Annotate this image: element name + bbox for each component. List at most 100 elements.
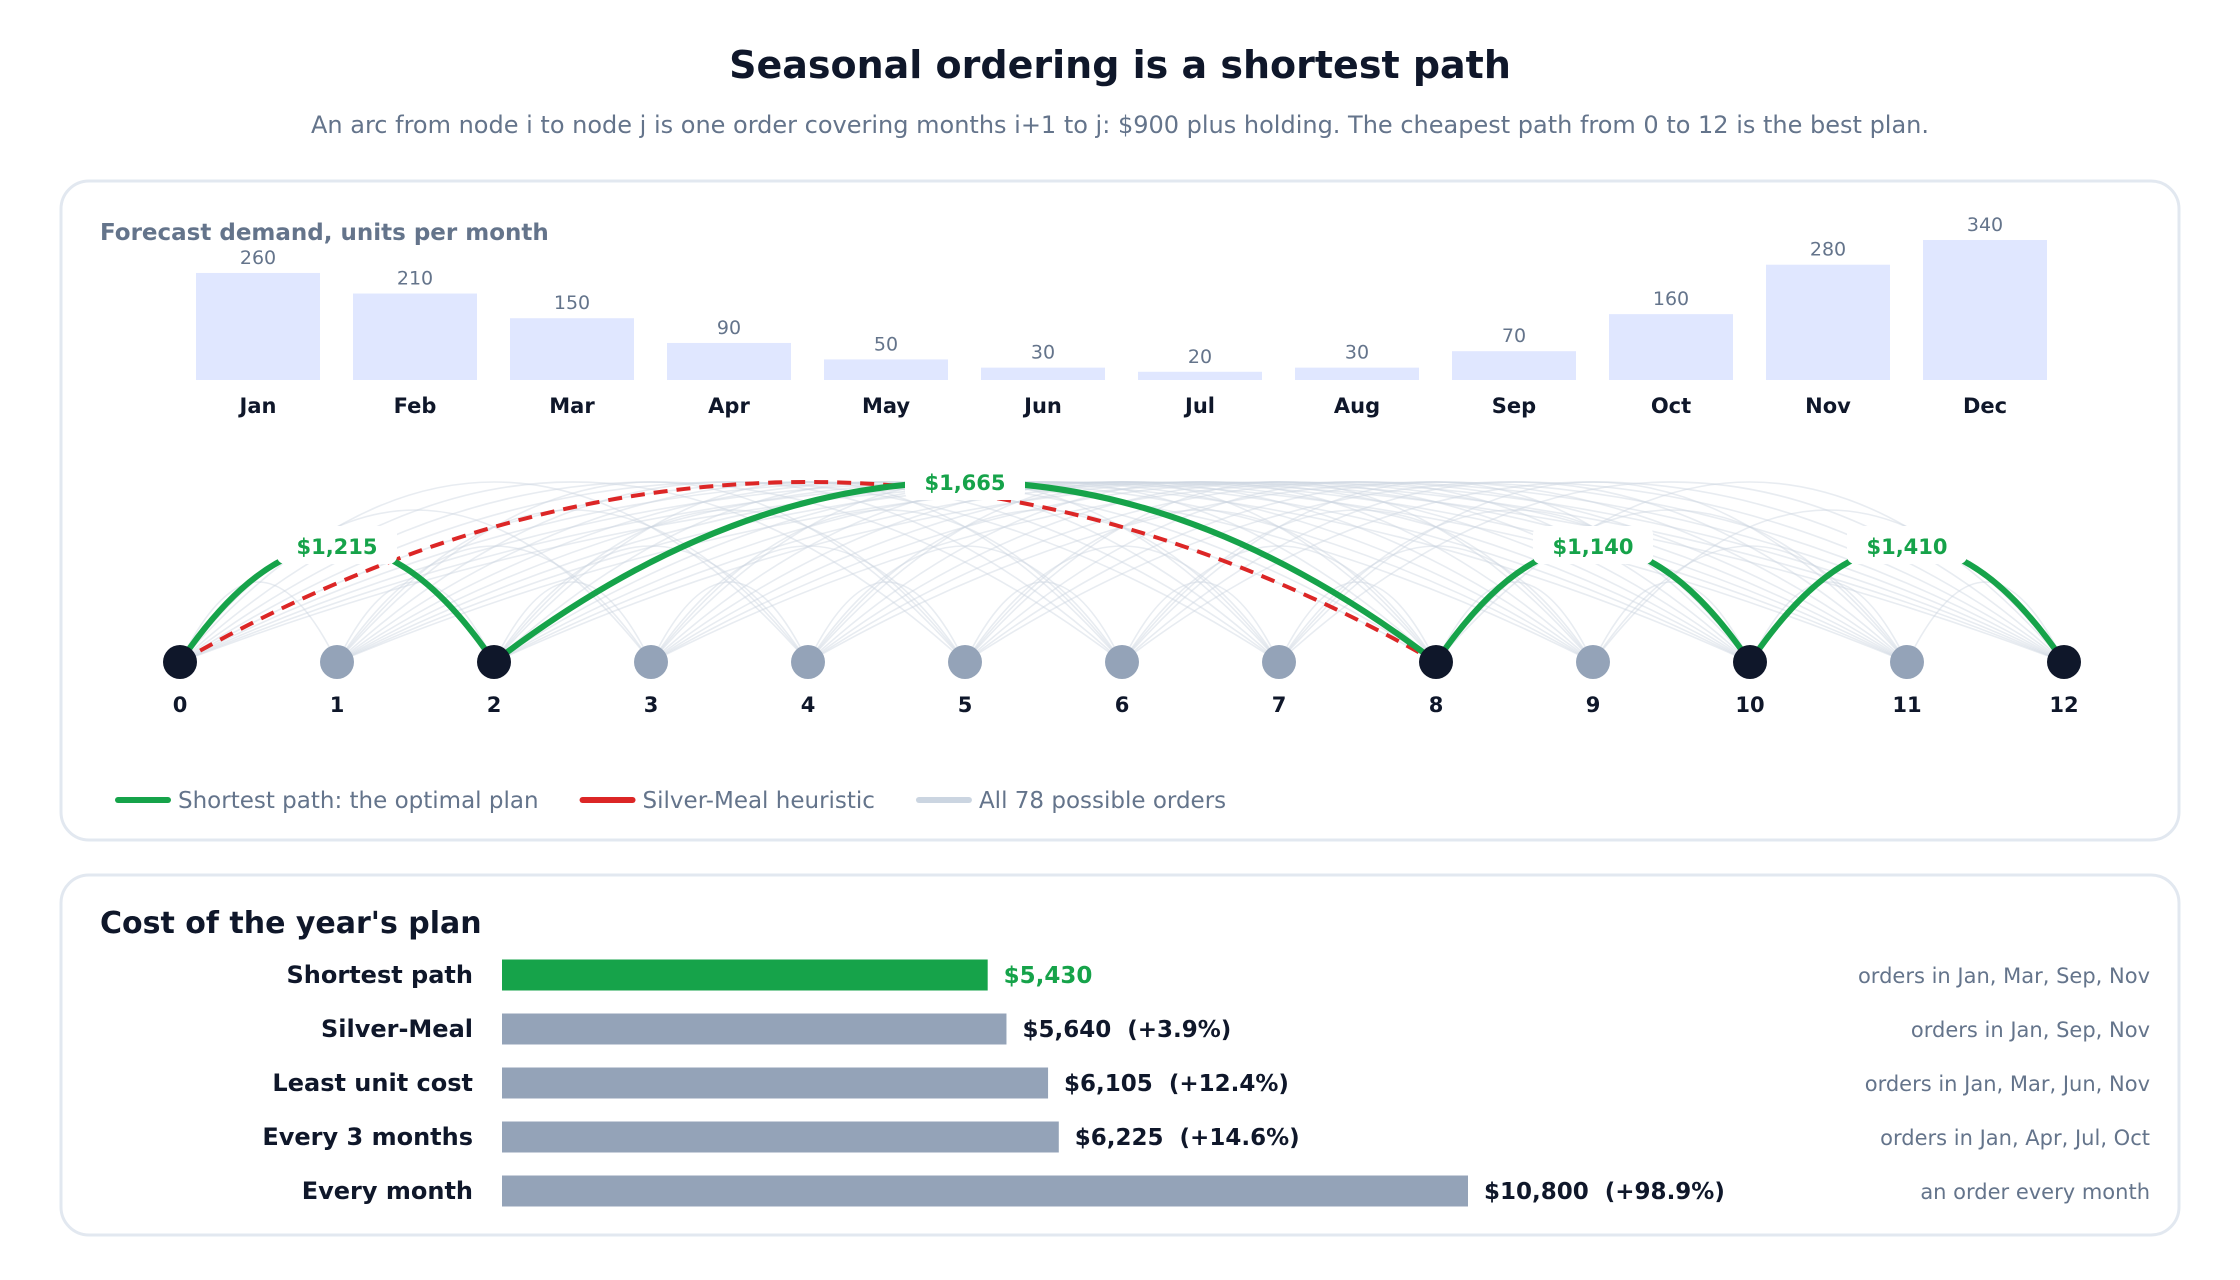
cost-value-label: $10,800 (+98.9%) (1484, 1179, 1725, 1205)
month-tick-label: Oct (1651, 394, 1691, 418)
order-arc (650, 509, 1123, 663)
demand-value-label: 340 (1967, 214, 2003, 236)
order-arc (493, 509, 966, 663)
order-arc (179, 481, 1123, 663)
month-tick-label: Jul (1183, 394, 1215, 418)
node (1576, 645, 1610, 679)
demand-value-label: 160 (1653, 288, 1689, 310)
demand-chart-title: Forecast demand, units per month (100, 220, 549, 246)
order-arc (179, 581, 338, 663)
order-arc (1278, 545, 1594, 663)
order-arc (336, 481, 1280, 663)
cost-value-label: $6,225 (+14.6%) (1075, 1125, 1300, 1151)
cost-bar (502, 1121, 1059, 1153)
order-arc (336, 581, 495, 663)
order-arc (1121, 481, 2065, 663)
order-arc (964, 481, 1594, 663)
month-tick-label: Jun (1022, 394, 1062, 418)
order-arc (807, 481, 1908, 663)
month-tick-label: Feb (394, 394, 437, 418)
node (791, 645, 825, 679)
demand-bar (1609, 314, 1733, 380)
cost-bar (502, 1013, 1007, 1045)
cost-bar (502, 1175, 1468, 1207)
cost-category-label: Shortest path (287, 961, 474, 989)
order-arc (493, 545, 809, 663)
order-arc (179, 481, 1908, 663)
arc-cost-label-bg (905, 462, 1025, 500)
order-arc (807, 481, 1594, 663)
cost-value-label: $6,105 (+12.4%) (1064, 1071, 1289, 1097)
arc-cost-label-bg (1847, 526, 1967, 564)
order-arc (807, 481, 1751, 663)
demand-value-label: 210 (397, 268, 433, 290)
order-arc (1278, 481, 1908, 663)
demand-value-label: 30 (1031, 342, 1055, 364)
node-label: 8 (1429, 693, 1444, 717)
order-arc (493, 481, 1594, 663)
order-arc (964, 481, 1751, 663)
order-arc (1592, 545, 1908, 663)
cost-category-label: Every 3 months (262, 1123, 473, 1151)
order-arc (179, 481, 966, 663)
path-node (1419, 645, 1453, 679)
month-tick-label: Dec (1963, 394, 2007, 418)
plan-note: orders in Jan, Mar, Jun, Nov (1865, 1072, 2150, 1096)
order-arc (179, 481, 1280, 663)
arc-cost-label: $1,410 (1866, 535, 1947, 559)
order-arc (650, 481, 2065, 663)
demand-bar (196, 272, 320, 380)
arc-cost-label-bg (1533, 526, 1653, 564)
order-arc (1592, 581, 1751, 663)
legend-label-optimal: Shortest path: the optimal plan (178, 788, 539, 814)
demand-value-label: 150 (554, 292, 590, 314)
cost-bar (502, 959, 988, 991)
path-node (163, 645, 197, 679)
node-label: 11 (1892, 693, 1921, 717)
node-label: 1 (330, 693, 345, 717)
page-subtitle: An arc from node i to node j is one orde… (311, 111, 1929, 139)
legend-label-arc: All 78 possible orders (979, 788, 1226, 814)
order-arc (336, 481, 1908, 663)
order-arc (807, 481, 2065, 663)
month-tick-label: Aug (1334, 394, 1380, 418)
order-arc (807, 581, 966, 663)
order-arc (336, 481, 1437, 663)
node-label: 2 (487, 693, 502, 717)
cost-chart-title: Cost of the year's plan (100, 906, 482, 941)
order-arc (964, 481, 2065, 663)
demand-bar (981, 367, 1105, 380)
order-arc (1121, 481, 1751, 663)
order-arc (964, 481, 1908, 663)
order-arc (1906, 581, 2065, 663)
month-tick-label: Mar (549, 394, 595, 418)
demand-value-label: 280 (1810, 239, 1846, 261)
month-tick-label: Jan (238, 394, 277, 418)
order-arc (650, 545, 966, 663)
demand-bar (824, 359, 948, 380)
order-arc (1435, 481, 2065, 663)
node-label: 5 (958, 693, 973, 717)
order-arc (650, 481, 1437, 663)
demand-value-label: 20 (1188, 346, 1212, 368)
plan-note: orders in Jan, Mar, Sep, Nov (1858, 964, 2150, 988)
node (1105, 645, 1139, 679)
order-arc (493, 481, 2065, 663)
order-arc (493, 481, 1280, 663)
cost-value-label: $5,430 (1004, 963, 1093, 989)
optimal-arcs: $1,215 $1,665 $1,140 $1,410 (177, 462, 2067, 665)
demand-bar (353, 293, 477, 380)
demand-bar (1923, 240, 2047, 380)
month-tick-label: May (862, 394, 910, 418)
order-arc (336, 545, 652, 663)
order-arc (336, 481, 2065, 663)
order-arc (493, 481, 1908, 663)
order-arc (964, 545, 1280, 663)
heuristic-arc (179, 480, 1437, 664)
plan-note: orders in Jan, Sep, Nov (1911, 1018, 2150, 1042)
node (948, 645, 982, 679)
order-arc (650, 581, 809, 663)
node-label: 3 (644, 693, 659, 717)
legend: Shortest path: the optimal plan Silver-Me… (115, 788, 1226, 814)
